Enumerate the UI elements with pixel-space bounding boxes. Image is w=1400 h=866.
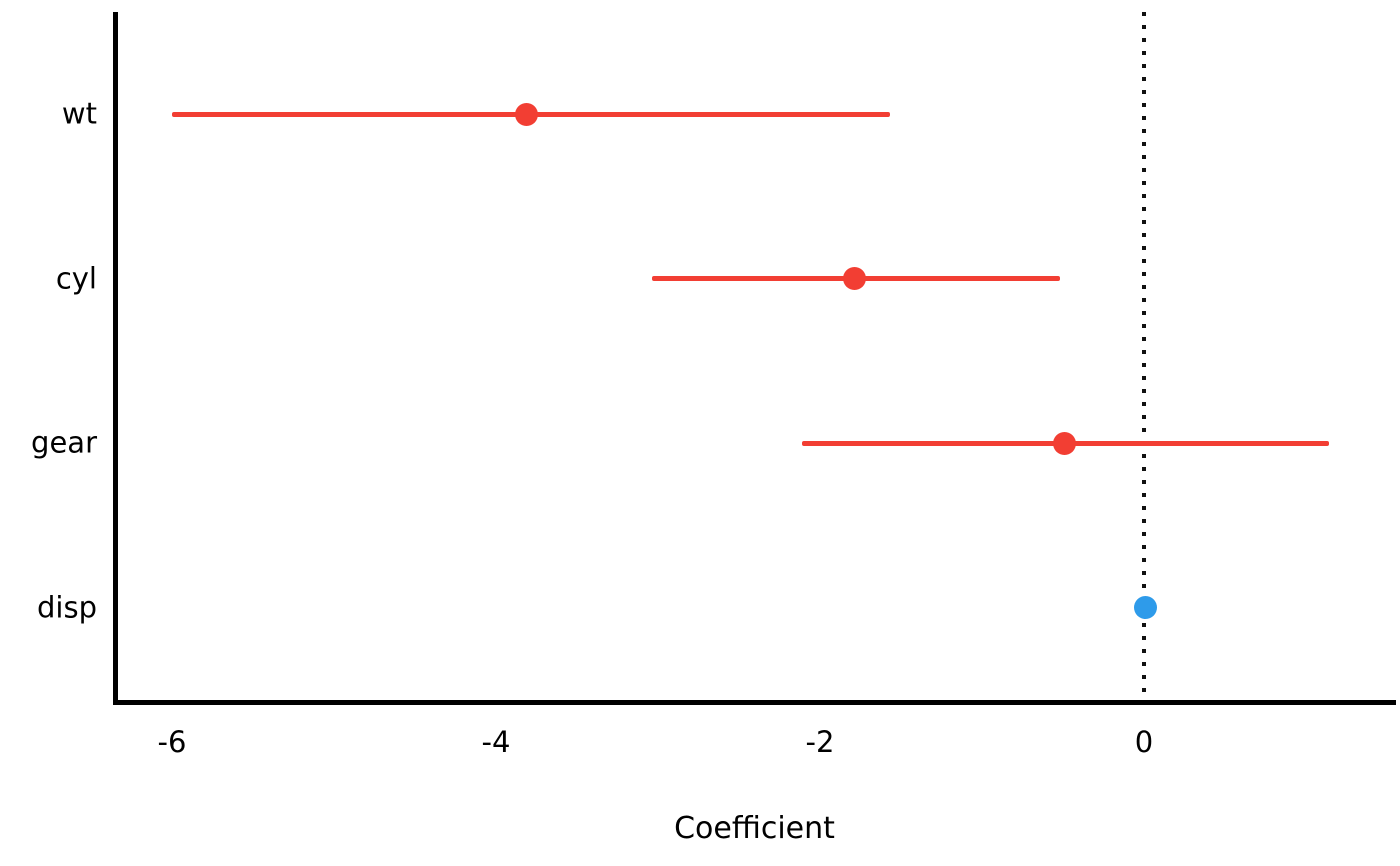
x-tick-label--2: -2 [805,725,835,759]
x-tick-label--6: -6 [157,725,187,759]
estimate-point-gear [1053,431,1077,455]
x-axis-title: Coefficient [674,811,835,846]
y-axis-label-disp: disp [37,590,97,625]
x-tick-label-0: 0 [1134,725,1154,759]
y-axis-label-gear: gear [31,425,97,460]
x-tick-label--4: -4 [481,725,511,759]
estimate-point-cyl [842,267,866,291]
x-axis-line [113,700,1396,705]
y-axis-label-wt: wt [61,96,97,131]
estimate-point-disp [1134,596,1158,620]
zero-reference-line [1142,12,1146,700]
estimate-point-wt [515,102,539,126]
y-axis-line [113,12,118,703]
y-axis-label-cyl: cyl [55,261,97,296]
